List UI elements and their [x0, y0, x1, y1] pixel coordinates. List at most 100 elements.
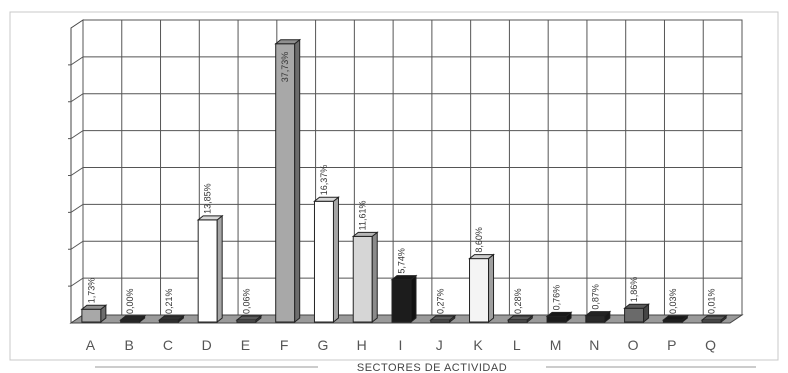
data-label: 0,27% [435, 288, 445, 314]
bar-top [545, 311, 573, 317]
data-label: 0,21% [164, 288, 174, 314]
wall-gridline [70, 167, 84, 176]
bar-front [469, 258, 490, 323]
bar-L [506, 314, 534, 324]
data-label: 0,00% [125, 288, 135, 314]
x-tick-label: K [473, 337, 483, 353]
data-label: 16,37% [319, 165, 329, 196]
bar-top [119, 315, 147, 321]
bar-side [294, 38, 301, 324]
data-label: 8,60% [474, 227, 484, 253]
x-tick-label: A [86, 337, 96, 353]
x-tick-label: O [628, 337, 639, 353]
x-tick-label: G [318, 337, 329, 353]
bar-front [313, 200, 334, 323]
bar-side [332, 196, 339, 324]
data-labels: 1,73% 0,00% 0,21% 13,85% 0,06% 37,73% 16,37% 11… [86, 52, 716, 314]
bar-top [468, 254, 495, 260]
bar-top [235, 315, 263, 321]
x-tick-label: C [163, 337, 173, 353]
bar-top [313, 196, 340, 202]
bar-top [351, 231, 379, 237]
data-label: 13,85% [203, 183, 213, 214]
x-tick-label: L [513, 337, 521, 353]
x-tick-label: I [399, 337, 403, 353]
data-label: 37,73% [280, 52, 290, 83]
x-tick-labels: A B C D E G H I J K L M N O P QF [86, 337, 716, 353]
bar-top [661, 315, 689, 321]
x-tick-label: F [280, 337, 289, 353]
bar-top [80, 304, 108, 310]
bar-front [81, 308, 102, 323]
bar-top [506, 315, 534, 321]
bar-front [352, 235, 373, 323]
bar-E [235, 314, 263, 324]
wall-gridline [70, 93, 84, 103]
x-tick-label: J [436, 337, 443, 353]
bar-front [546, 315, 567, 323]
bar-G [313, 196, 340, 324]
x-axis-title: SECTORES DE ACTIVIDAD [357, 362, 507, 373]
bar-front [624, 307, 645, 323]
bar-top [274, 39, 302, 45]
bar-I [390, 274, 418, 324]
bar-top [700, 315, 728, 321]
bar-K [468, 253, 495, 324]
data-label: 0,06% [241, 288, 251, 314]
data-label: 11,61% [358, 201, 368, 231]
bar-front [585, 315, 606, 323]
wall-gridline [70, 130, 84, 140]
bar-side [410, 274, 417, 324]
data-label: 0,76% [552, 285, 562, 311]
bar-A [80, 304, 108, 324]
x-tick-label: D [202, 337, 212, 353]
data-label: 0,03% [668, 288, 678, 314]
bar-J [429, 314, 457, 324]
bar-front [391, 279, 412, 323]
bar-side [216, 214, 223, 324]
bar-N [584, 310, 612, 324]
x-tick-label: E [241, 337, 250, 353]
data-label: 0,28% [513, 288, 523, 314]
bar-top [623, 303, 651, 309]
bar-top [157, 315, 185, 321]
bar-B [119, 314, 147, 324]
bar-side [371, 231, 378, 324]
bar-C [157, 314, 185, 324]
x-tick-label: P [667, 337, 676, 353]
x-tick-label: Q [705, 337, 716, 353]
data-label: 1,86% [629, 277, 639, 303]
bar-top [390, 275, 418, 281]
chart-bars [80, 38, 728, 324]
bar-F [274, 38, 302, 324]
bar-top [429, 315, 457, 321]
bar-side [488, 253, 495, 324]
bar-P [661, 314, 689, 324]
bar-H [351, 231, 379, 324]
wall-gridline [70, 240, 84, 250]
x-axis-title-group: SECTORES DE ACTIVIDAD [95, 362, 756, 373]
chart-frame [9, 11, 779, 361]
data-label: 0,87% [590, 284, 600, 310]
bar-top [196, 215, 224, 221]
bar-top [584, 311, 612, 317]
data-label: 5,74% [397, 248, 407, 274]
bar-M [545, 311, 573, 324]
data-label: 1,73% [86, 278, 96, 304]
wall-gridline [70, 277, 84, 287]
bar-front [275, 43, 296, 323]
wall-gridline [70, 56, 84, 66]
x-tick-label: H [357, 337, 367, 353]
x-tick-label: M [550, 337, 562, 353]
x-tick-label: N [589, 337, 599, 353]
wall-gridline [70, 203, 84, 213]
bar-Q [700, 314, 728, 324]
bar-front [197, 219, 218, 323]
bar-D [196, 214, 224, 324]
data-label: 0,01% [707, 288, 717, 314]
x-tick-label: B [124, 337, 133, 353]
chart-grid [68, 19, 744, 324]
bar-O [623, 303, 651, 324]
